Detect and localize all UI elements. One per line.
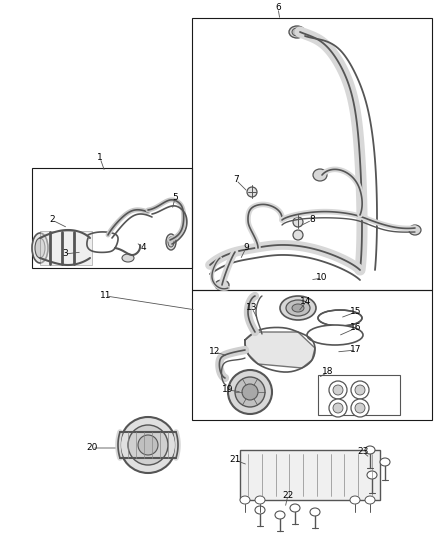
Ellipse shape [242,384,258,400]
Bar [240,450,380,500]
Ellipse shape [329,399,347,417]
Ellipse shape [380,458,390,466]
Ellipse shape [293,230,303,240]
Ellipse shape [166,234,176,250]
Ellipse shape [333,385,343,395]
Ellipse shape [351,381,369,399]
Ellipse shape [350,496,360,504]
Ellipse shape [293,217,303,227]
Polygon shape [245,332,315,368]
Ellipse shape [290,504,300,512]
Ellipse shape [138,435,158,455]
Ellipse shape [240,496,250,504]
Text: 14: 14 [300,297,312,306]
Bar [318,375,400,415]
Text: 11: 11 [100,292,112,301]
Ellipse shape [292,28,302,36]
Text: 2: 2 [49,215,55,224]
Ellipse shape [409,225,421,235]
Text: 4: 4 [140,244,146,253]
Ellipse shape [128,425,168,465]
Ellipse shape [307,325,363,345]
Bar [32,168,192,268]
Ellipse shape [255,496,265,504]
Ellipse shape [313,169,327,181]
Ellipse shape [215,280,229,290]
Ellipse shape [365,446,375,454]
Ellipse shape [168,237,174,247]
Text: 10: 10 [316,273,328,282]
Text: 23: 23 [357,448,369,456]
Text: 3: 3 [62,249,68,259]
Text: 19: 19 [222,385,234,394]
Text: 20: 20 [86,443,98,453]
Bar [192,18,432,290]
Ellipse shape [120,417,176,473]
Ellipse shape [365,496,375,504]
Text: 18: 18 [322,367,334,376]
Text: 6: 6 [275,4,281,12]
Text: 15: 15 [350,308,362,317]
Ellipse shape [286,300,310,316]
Ellipse shape [310,508,320,516]
Ellipse shape [289,26,305,38]
Ellipse shape [367,471,377,479]
Ellipse shape [355,385,365,395]
Ellipse shape [122,254,134,262]
Text: 22: 22 [283,490,293,499]
Text: 8: 8 [309,215,315,224]
Text: 12: 12 [209,348,221,357]
Ellipse shape [235,377,265,407]
Ellipse shape [35,238,45,258]
Text: 9: 9 [243,244,249,253]
Text: 21: 21 [230,456,241,464]
Text: 5: 5 [172,193,178,203]
Ellipse shape [292,304,304,312]
Ellipse shape [247,187,257,197]
Bar [40,231,92,265]
Ellipse shape [32,233,48,263]
Bar [192,290,432,420]
Ellipse shape [255,506,265,514]
Ellipse shape [355,403,365,413]
Ellipse shape [333,403,343,413]
Text: 17: 17 [350,345,362,354]
Text: 13: 13 [246,303,258,312]
Text: 1: 1 [97,154,103,163]
Ellipse shape [275,511,285,519]
Ellipse shape [228,370,272,414]
Text: 16: 16 [350,324,362,333]
Text: 7: 7 [233,175,239,184]
Ellipse shape [351,399,369,417]
Ellipse shape [280,296,316,320]
Ellipse shape [329,381,347,399]
Ellipse shape [318,310,362,326]
